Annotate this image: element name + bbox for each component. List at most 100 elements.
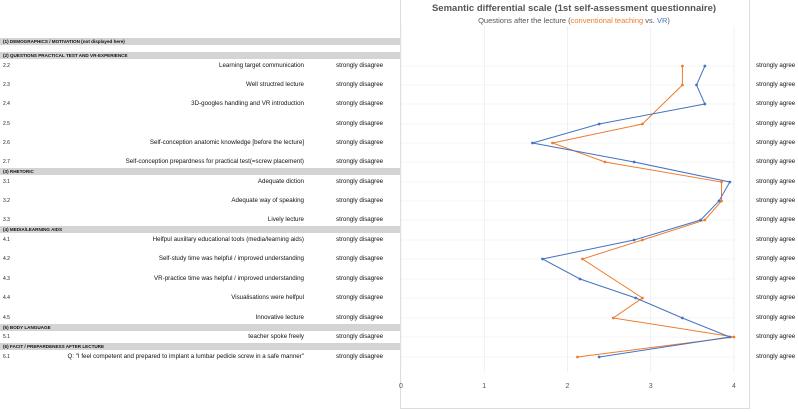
data-point-conventional (732, 335, 736, 339)
data-point-vr (717, 199, 721, 203)
section-header: (6) FACIT / PREPARDENESS AFTER LECTURE (0, 343, 400, 350)
question-label: Self-conception anatomic knowledge [befo… (149, 139, 304, 146)
question-number: 2.7 (3, 159, 10, 165)
question-number: 4.3 (3, 276, 10, 282)
x-tick-label: 2 (566, 383, 570, 390)
question-number: 3.3 (3, 217, 10, 223)
question-number: 2.6 (3, 140, 10, 146)
question-label: Adequate way of speaking (231, 197, 304, 204)
section-header: (3) RHETORIC (0, 168, 400, 175)
scale-left-label: strongly disagree (336, 120, 384, 127)
question-number: 2.5 (3, 121, 10, 127)
scale-right-label: strongly agree (756, 139, 796, 146)
question-label: Visualisations were helfpul (231, 294, 304, 301)
section-header: (2) QUESTIONS PRACTICAL TEST AND VR-EXPE… (0, 52, 400, 59)
data-point-vr (578, 277, 582, 281)
legend-vr: VR (656, 16, 668, 25)
question-number: 6.1 (3, 354, 10, 360)
subtitle-prefix: Questions after the lecture ( (478, 16, 571, 25)
data-point-vr (699, 218, 703, 222)
data-point-conventional (720, 180, 723, 184)
data-point-vr (728, 180, 732, 184)
data-point-vr (541, 257, 544, 261)
scale-left-label: strongly disagree (336, 158, 384, 165)
scale-right-label: strongly agree (756, 255, 796, 262)
chart-frame (400, 0, 750, 409)
question-label: Helfpul auxillary educational tools (med… (152, 236, 304, 243)
series-line-conventional (550, 66, 735, 358)
data-point-conventional (611, 316, 615, 320)
data-point-vr (632, 238, 636, 242)
scale-right-label: strongly agree (756, 100, 796, 107)
data-point-conventional (576, 355, 579, 359)
question-label: Self-conception prepardness for practica… (125, 158, 304, 165)
scale-right-label: strongly agree (756, 197, 796, 204)
data-point-conventional (703, 218, 707, 222)
scale-left-label: strongly disagree (336, 216, 384, 223)
data-point-conventional (581, 257, 584, 261)
data-point-conventional (680, 64, 684, 68)
data-point-conventional (680, 83, 684, 87)
scale-right-label: strongly agree (756, 275, 796, 282)
question-label: VR-practice time was helpful / improved … (154, 275, 304, 282)
data-point-vr (703, 102, 707, 106)
scale-left-label: strongly disagree (336, 197, 384, 204)
scale-right-label: strongly agree (756, 236, 796, 243)
data-point-conventional (720, 199, 723, 203)
data-point-conventional (641, 296, 644, 300)
scale-left-label: strongly disagree (336, 275, 384, 282)
question-number: 4.1 (3, 237, 10, 243)
question-number: 4.5 (3, 315, 10, 321)
data-point-vr (632, 160, 636, 164)
scale-left-label: strongly disagree (336, 294, 384, 301)
scale-left-label: strongly disagree (336, 255, 384, 262)
scale-left-label: strongly disagree (336, 178, 384, 185)
question-label: Self-study time was helpful / improved u… (158, 255, 304, 262)
question-number: 4.2 (3, 256, 10, 262)
data-point-vr (531, 141, 534, 145)
question-label: Learning target communication (219, 62, 304, 69)
question-label: Innovative lecture (255, 314, 305, 321)
data-point-vr (695, 83, 698, 87)
data-point-vr (634, 296, 638, 300)
scale-left-label: strongly disagree (336, 100, 384, 107)
series-line-vr (532, 65, 732, 358)
scale-left-label: strongly disagree (336, 353, 384, 360)
subtitle-suffix: ) (667, 16, 670, 25)
scale-left-label: strongly disagree (336, 62, 384, 69)
scale-right-label: strongly agree (756, 120, 796, 127)
scale-right-label: strongly agree (756, 178, 796, 185)
section-header: (5) BODY LANGUAGE (0, 324, 400, 331)
question-number: 2.4 (3, 101, 10, 107)
question-number: 4.4 (3, 295, 10, 301)
data-point-vr (728, 335, 732, 339)
chart-title: Semantic differential scale (1st self-as… (431, 3, 717, 14)
scale-right-label: strongly agree (756, 216, 796, 223)
x-tick-label: 4 (732, 383, 736, 390)
x-tick-label: 0 (399, 383, 403, 390)
scale-left-label: strongly disagree (336, 139, 384, 146)
section-header: (4) MEDIA/LEARNING AIDS (0, 226, 400, 233)
data-point-vr (680, 316, 684, 320)
scale-left-label: strongly disagree (336, 81, 384, 88)
legend-conventional: conventional teaching (570, 16, 644, 25)
question-label: Well structred lecture (246, 81, 304, 88)
data-point-vr (703, 64, 707, 68)
section-header: (1) DEMOGRAPHICS / MOTIVATION (not displ… (0, 38, 400, 45)
scale-right-label: strongly agree (756, 81, 796, 88)
scale-right-label: strongly agree (756, 294, 796, 301)
subtitle-middle: vs. (643, 16, 657, 25)
data-point-vr (597, 355, 601, 359)
question-number: 2.3 (3, 82, 10, 88)
question-label: Q: "I feel competent and prepared to imp… (67, 353, 304, 360)
question-label: 3D-googles handling and VR introduction (191, 100, 304, 107)
data-point-conventional (641, 238, 644, 242)
question-label: teacher spoke freely (248, 333, 304, 340)
question-label: Lively lecture (267, 216, 304, 223)
scale-right-label: strongly agree (756, 333, 796, 340)
data-point-vr (597, 122, 601, 126)
x-tick-label: 1 (482, 383, 486, 390)
data-point-conventional (603, 160, 607, 164)
chart-subtitle: Questions after the lecture (conventiona… (400, 16, 748, 25)
